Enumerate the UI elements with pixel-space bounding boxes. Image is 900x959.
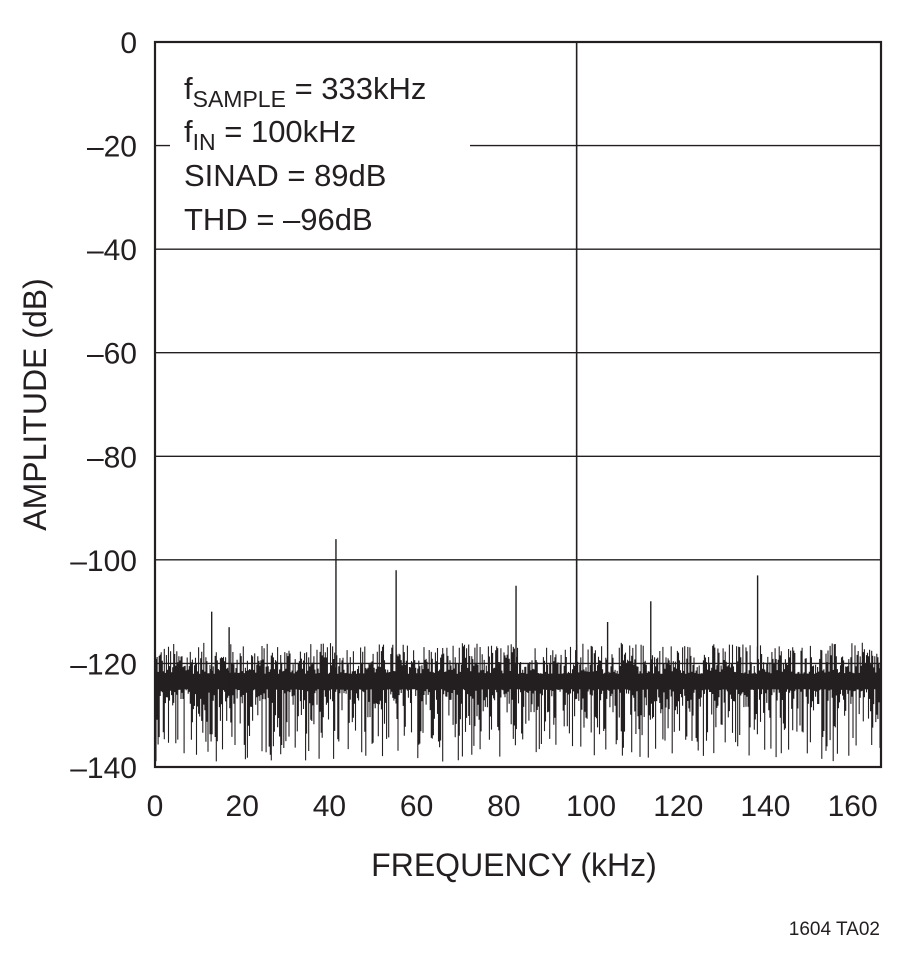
y-tick-label: –140 xyxy=(70,752,137,785)
y-tick-label: –40 xyxy=(87,234,137,267)
y-tick-label: –120 xyxy=(70,648,137,681)
x-tick-label: 120 xyxy=(653,790,703,823)
y-tick-label: –100 xyxy=(70,545,137,578)
x-tick-label: 140 xyxy=(740,790,790,823)
y-tick-label: –20 xyxy=(87,131,137,164)
noise-spikes xyxy=(154,642,882,762)
annotation-fsample-value: = 333kHz xyxy=(286,71,426,106)
x-tick-label: 40 xyxy=(313,790,346,823)
y-axis-ticks: 0 –20 –40 –60 –80 –100 –120 –140 xyxy=(70,27,137,785)
noise-floor xyxy=(154,642,882,762)
x-tick-label: 160 xyxy=(828,790,878,823)
x-axis-ticks: 0 20 40 60 80 100 120 140 160 xyxy=(147,790,878,823)
x-tick-label: 100 xyxy=(566,790,616,823)
y-tick-label: –80 xyxy=(87,441,137,474)
annotation-thd: THD = –96dB xyxy=(184,202,373,237)
annotation-fin-value: = 100kHz xyxy=(216,114,356,149)
plot-border xyxy=(153,40,883,769)
annotation-fsample-subscript: SAMPLE xyxy=(193,86,286,112)
plot-frame xyxy=(153,40,883,769)
x-tick-label: 20 xyxy=(226,790,259,823)
x-axis-label: FREQUENCY (kHz) xyxy=(371,847,657,883)
annotation-block: fSAMPLE = 333kHz fIN = 100kHz SINAD = 89… xyxy=(184,71,426,237)
annotation-background xyxy=(170,60,470,242)
x-tick-label: 60 xyxy=(400,790,433,823)
annotation-fin-f: f xyxy=(184,114,193,149)
annotation-fsample: fSAMPLE = 333kHz xyxy=(184,71,426,112)
annotation-fin-subscript: IN xyxy=(193,129,216,155)
y-tick-label: 0 xyxy=(120,27,137,60)
y-tick-label: –60 xyxy=(87,338,137,371)
x-tick-label: 80 xyxy=(487,790,520,823)
x-tick-label: 0 xyxy=(147,790,164,823)
spurs xyxy=(210,42,759,685)
annotation-fin: fIN = 100kHz xyxy=(184,114,356,155)
annotation-sinad: SINAD = 89dB xyxy=(184,158,386,193)
annotation-fsample-f: f xyxy=(184,71,193,106)
y-axis-label: AMPLITUDE (dB) xyxy=(17,278,53,530)
figure-id: 1604 TA02 xyxy=(789,919,880,940)
